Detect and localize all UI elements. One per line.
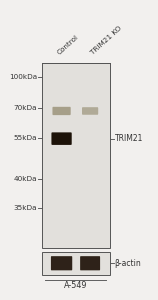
Bar: [42, 63, 110, 248]
Bar: [42, 252, 110, 274]
FancyBboxPatch shape: [52, 132, 72, 145]
Text: TRIM21 KO: TRIM21 KO: [89, 25, 122, 56]
FancyBboxPatch shape: [82, 107, 98, 115]
FancyBboxPatch shape: [52, 107, 71, 115]
FancyBboxPatch shape: [80, 256, 100, 270]
FancyBboxPatch shape: [51, 256, 72, 270]
Text: 55kDa: 55kDa: [14, 135, 37, 141]
Text: Control: Control: [56, 34, 79, 56]
Text: A-549: A-549: [64, 281, 88, 290]
Text: 70kDa: 70kDa: [14, 105, 37, 111]
Text: β-actin: β-actin: [115, 259, 141, 268]
Text: 35kDa: 35kDa: [14, 205, 37, 211]
Text: TRIM21: TRIM21: [115, 134, 143, 143]
Text: 100kDa: 100kDa: [9, 74, 37, 80]
Text: 40kDa: 40kDa: [14, 176, 37, 182]
